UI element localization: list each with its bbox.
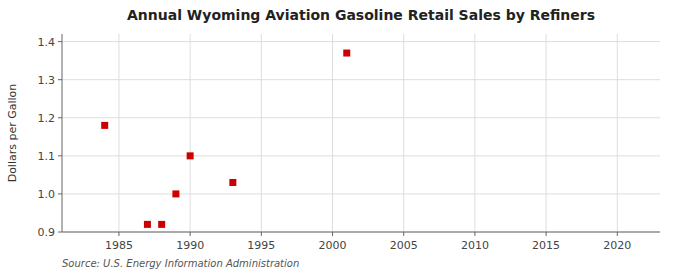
- x-tick: [403, 232, 404, 236]
- x-grid-line: [118, 34, 119, 232]
- y-axis-label: Dollars per Gallon: [6, 84, 19, 183]
- grid: [62, 34, 660, 232]
- x-tick: [332, 232, 333, 236]
- y-tick: [58, 232, 62, 233]
- y-tick-label: 0.9: [38, 226, 56, 239]
- y-tick: [58, 79, 62, 80]
- y-grid-line: [62, 79, 660, 80]
- x-grid-line: [261, 34, 262, 232]
- x-tick: [118, 232, 119, 236]
- x-grid-line: [190, 34, 191, 232]
- x-tick-label: 1995: [247, 239, 275, 252]
- x-tick: [474, 232, 475, 236]
- x-tick-label: 2000: [319, 239, 347, 252]
- x-tick-label: 2005: [390, 239, 418, 252]
- point: [172, 190, 179, 197]
- x-axis-line: [62, 232, 660, 233]
- y-tick: [58, 193, 62, 194]
- y-tick-label: 1.0: [38, 188, 56, 201]
- y-tick-label: 1.4: [38, 36, 56, 49]
- x-tick-label: 2020: [603, 239, 631, 252]
- y-grid-line: [62, 232, 660, 233]
- y-tick: [58, 41, 62, 42]
- y-tick-label: 1.1: [38, 150, 56, 163]
- point: [101, 122, 108, 129]
- source-annotation: Source: U.S. Energy Information Administ…: [62, 258, 299, 269]
- x-tick-label: 2015: [532, 239, 560, 252]
- y-tick-label: 1.2: [38, 112, 56, 125]
- x-tick: [617, 232, 618, 236]
- chart: Annual Wyoming Aviation Gasoline Retail …: [0, 0, 675, 275]
- x-tick-label: 1985: [105, 239, 133, 252]
- x-grid-line: [332, 34, 333, 232]
- x-grid-line: [617, 34, 618, 232]
- point: [158, 221, 165, 228]
- y-tick: [58, 155, 62, 156]
- points: [101, 50, 350, 228]
- y-grid-line: [62, 193, 660, 194]
- x-grid-line: [403, 34, 404, 232]
- y-grid-line: [62, 155, 660, 156]
- x-grid-line: [474, 34, 475, 232]
- axes: 0.9 1.0 1.1 1.2 1.3 1.4 1985 1990 1995 2000 2005 20…: [38, 34, 661, 252]
- x-tick: [546, 232, 547, 236]
- x-tick-label: 1990: [176, 239, 204, 252]
- point: [144, 221, 151, 228]
- title: Annual Wyoming Aviation Gasoline Retail …: [127, 7, 595, 23]
- y-grid-line: [62, 117, 660, 118]
- point: [229, 179, 236, 186]
- x-tick-label: 2010: [461, 239, 489, 252]
- x-tick: [261, 232, 262, 236]
- x-grid-line: [546, 34, 547, 232]
- point: [187, 152, 194, 159]
- x-tick: [190, 232, 191, 236]
- y-axis-line: [62, 34, 63, 232]
- y-tick: [58, 117, 62, 118]
- y-tick-label: 1.3: [38, 74, 56, 87]
- y-grid-line: [62, 41, 660, 42]
- point: [343, 50, 350, 57]
